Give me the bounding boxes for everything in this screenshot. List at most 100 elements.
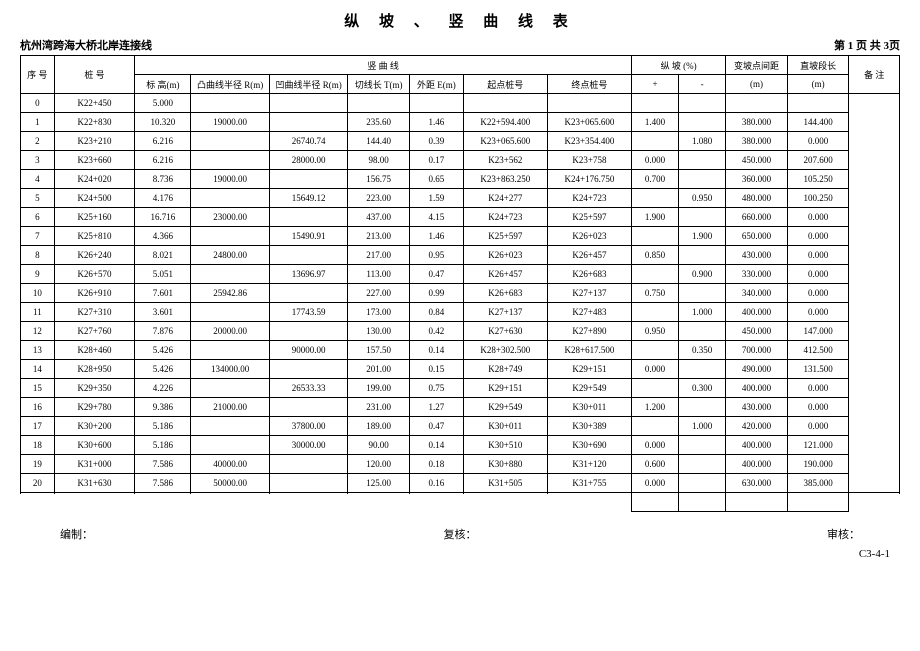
cell: 90.00 (348, 436, 410, 455)
cell: 1 (21, 113, 55, 132)
th-bpdist: 变坡点间距 (726, 56, 788, 75)
cell (269, 94, 347, 113)
cell: 450.000 (726, 322, 788, 341)
th-start: 起点桩号 (463, 75, 547, 94)
cell: 217.00 (348, 246, 410, 265)
cell: 650.000 (726, 227, 788, 246)
cell: 0.000 (632, 436, 679, 455)
cell (632, 132, 679, 151)
cell: 6 (21, 208, 55, 227)
cell: K24+723 (547, 189, 631, 208)
cell: 0.000 (632, 474, 679, 493)
cell: 5 (21, 189, 55, 208)
cell: 231.00 (348, 398, 410, 417)
cell (191, 417, 269, 436)
cell: 380.000 (726, 113, 788, 132)
cell: 1.400 (632, 113, 679, 132)
cell: 9.386 (135, 398, 191, 417)
cell: 430.000 (726, 398, 788, 417)
cell: 7.876 (135, 322, 191, 341)
cell: 400.000 (726, 436, 788, 455)
cell: 4.366 (135, 227, 191, 246)
cell: K26+457 (547, 246, 631, 265)
cell: K30+880 (463, 455, 547, 474)
cell: 4.176 (135, 189, 191, 208)
cell: K23+660 (54, 151, 135, 170)
page-id: C3-4-1 (20, 548, 900, 560)
cell (632, 417, 679, 436)
cell (269, 322, 347, 341)
cell: K27+310 (54, 303, 135, 322)
cell: 1.000 (679, 303, 726, 322)
cell: 90000.00 (269, 341, 347, 360)
cell (269, 170, 347, 189)
th-slope: 纵 坡 (%) (632, 56, 726, 75)
cell: 400.000 (726, 455, 788, 474)
th-ext: 外距 E(m) (409, 75, 463, 94)
cell: K26+910 (54, 284, 135, 303)
cell: 156.75 (348, 170, 410, 189)
cell (679, 493, 726, 512)
cell: K24+277 (463, 189, 547, 208)
cell: 125.00 (348, 474, 410, 493)
cell: 1.080 (679, 132, 726, 151)
cell: 144.400 (787, 113, 849, 132)
cell: K31+630 (54, 474, 135, 493)
cell (679, 170, 726, 189)
cell: K26+240 (54, 246, 135, 265)
cell: 0.750 (632, 284, 679, 303)
cell: 26740.74 (269, 132, 347, 151)
cell: K31+120 (547, 455, 631, 474)
cell: 30000.00 (269, 436, 347, 455)
cell: K24+723 (463, 208, 547, 227)
cell: 0.15 (409, 360, 463, 379)
cell (679, 113, 726, 132)
cell: 18 (21, 436, 55, 455)
cell: K30+690 (547, 436, 631, 455)
cell: 660.000 (726, 208, 788, 227)
cell: 4 (21, 170, 55, 189)
cell: 100.250 (787, 189, 849, 208)
cell: 630.000 (726, 474, 788, 493)
cell: K22+830 (54, 113, 135, 132)
cell (191, 493, 269, 512)
cell: 10 (21, 284, 55, 303)
cell: 3.601 (135, 303, 191, 322)
cell (191, 379, 269, 398)
cell: 1.900 (679, 227, 726, 246)
cell: 0.14 (409, 436, 463, 455)
cell: K29+151 (547, 360, 631, 379)
cell: 490.000 (726, 360, 788, 379)
cell: 201.00 (348, 360, 410, 379)
cell: 15490.91 (269, 227, 347, 246)
cell: 10.320 (135, 113, 191, 132)
cell: 37800.00 (269, 417, 347, 436)
cell: 8 (21, 246, 55, 265)
cell (269, 474, 347, 493)
cell: 360.000 (726, 170, 788, 189)
cell: 0.47 (409, 265, 463, 284)
cell: K23+562 (463, 151, 547, 170)
th-station: 桩 号 (54, 56, 135, 94)
page-number: 第 1 页 共 3页 (834, 37, 900, 53)
cell: 0.000 (632, 151, 679, 170)
cell: 4.226 (135, 379, 191, 398)
cell: 0.900 (679, 265, 726, 284)
cell: 16 (21, 398, 55, 417)
cell: K30+200 (54, 417, 135, 436)
cell (191, 265, 269, 284)
cell (679, 398, 726, 417)
footer-audit: 审核： (827, 526, 860, 542)
cell: 0.000 (787, 227, 849, 246)
cell: K28+302.500 (463, 341, 547, 360)
cell: 1.200 (632, 398, 679, 417)
cell: 0.000 (787, 208, 849, 227)
th-remark: 备 注 (849, 56, 900, 94)
cell: 130.00 (348, 322, 410, 341)
cell: 227.00 (348, 284, 410, 303)
th-concave: 凹曲线半径 R(m) (269, 75, 347, 94)
cell: 0 (21, 94, 55, 113)
cell: 0.950 (679, 189, 726, 208)
cell (269, 360, 347, 379)
th-elev: 标 高(m) (135, 75, 191, 94)
